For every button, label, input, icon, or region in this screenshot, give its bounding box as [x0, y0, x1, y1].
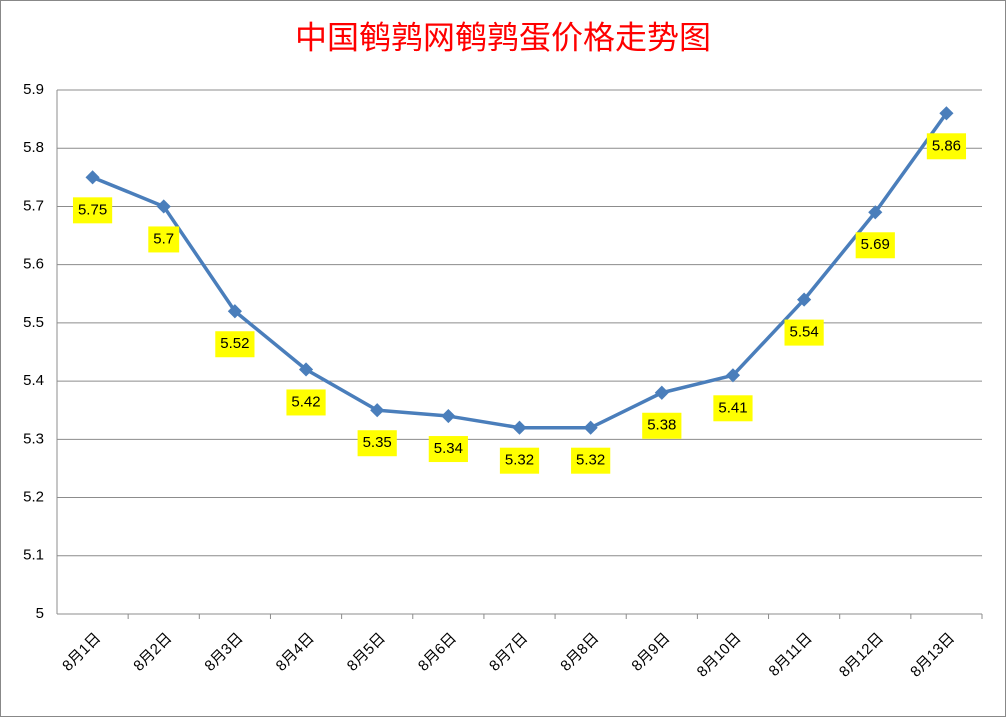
data-label-text: 5.54: [790, 324, 819, 341]
data-label: 5.86: [926, 133, 967, 160]
data-label: 5.75: [72, 197, 113, 224]
data-label-box: [713, 395, 753, 422]
data-label: 5.42: [286, 389, 326, 416]
data-label-text: 5.7: [153, 230, 174, 247]
y-tick-label: 5.5: [23, 314, 44, 331]
data-label-box: [855, 232, 895, 259]
y-tick-label: 5.8: [23, 139, 44, 156]
data-label-text: 5.42: [291, 393, 320, 410]
data-point: [583, 420, 598, 435]
data-point: [939, 106, 954, 121]
data-label-text: 5.86: [932, 137, 961, 154]
data-label-text: 5.69: [861, 236, 890, 253]
data-label: 5.69: [855, 232, 895, 259]
data-label-box: [642, 412, 682, 439]
data-label-text: 5.32: [505, 452, 534, 469]
data-label-text: 5.75: [78, 201, 107, 218]
data-point: [654, 385, 669, 400]
data-point: [797, 292, 812, 307]
y-tick-label: 5: [36, 605, 44, 622]
data-point: [868, 205, 883, 220]
data-label-box: [784, 319, 824, 346]
data-point: [370, 403, 385, 418]
y-tick-label: 5.7: [23, 197, 44, 214]
data-point: [725, 368, 741, 383]
data-label: 5.7: [148, 226, 180, 253]
data-label: 5.38: [642, 412, 682, 439]
y-tick-label: 5.3: [23, 430, 44, 447]
data-label-text: 5.41: [718, 399, 747, 416]
data-point: [512, 420, 527, 435]
data-label: 5.32: [571, 447, 611, 474]
data-label: 5.52: [215, 331, 255, 358]
data-label: 5.32: [499, 447, 540, 474]
data-point: [298, 362, 314, 377]
y-tick-label: 5.1: [23, 547, 44, 564]
data-point: [227, 304, 242, 319]
data-label: 5.35: [357, 430, 397, 457]
data-label-box: [428, 436, 468, 463]
data-point: [156, 199, 171, 214]
data-label: 5.41: [713, 395, 753, 422]
data-label-text: 5.38: [647, 417, 676, 434]
data-label-box: [286, 389, 326, 416]
y-tick-label: 5.6: [23, 256, 44, 273]
data-point: [441, 408, 456, 424]
data-label-box: [571, 447, 611, 474]
data-label: 5.54: [784, 319, 824, 346]
data-label-text: 5.35: [363, 434, 392, 451]
data-label-box: [148, 226, 180, 253]
data-label: 5.34: [428, 436, 468, 463]
data-label-box: [215, 331, 255, 358]
data-label-text: 5.34: [434, 440, 463, 457]
y-tick-label: 5.9: [23, 81, 44, 98]
data-label-box: [926, 133, 967, 160]
chart-title: 中国鹌鹑网鹌鹑蛋价格走势图: [295, 19, 711, 57]
data-label-box: [499, 447, 540, 474]
data-label-box: [357, 430, 397, 457]
data-label-text: 5.52: [220, 335, 249, 352]
data-label-box: [72, 197, 113, 224]
y-tick-label: 5.2: [23, 489, 44, 506]
data-label-text: 5.32: [576, 452, 605, 469]
y-tick-label: 5.4: [23, 372, 44, 389]
